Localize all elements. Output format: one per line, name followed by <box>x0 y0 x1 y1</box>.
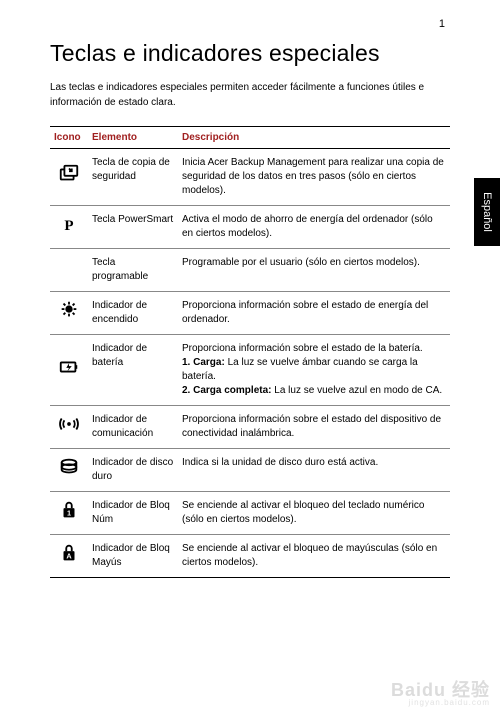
power-icon <box>50 292 88 335</box>
description-cell: Indica si la unidad de disco duro está a… <box>178 449 450 492</box>
element-cell: Indicador de batería <box>88 335 178 406</box>
watermark-sub: jingyan.baidu.com <box>391 699 490 707</box>
description-cell: Proporciona información sobre el estado … <box>178 292 450 335</box>
wifi-icon <box>50 406 88 449</box>
description-cell: Activa el modo de ahorro de energía del … <box>178 206 450 249</box>
description-cell: Se enciende al activar el bloqueo del te… <box>178 492 450 535</box>
element-cell: Tecla programable <box>88 249 178 292</box>
col-icon: Icono <box>50 127 88 149</box>
description-cell: Proporciona información sobre el estado … <box>178 335 450 406</box>
description-cell: Se enciende al activar el bloqueo de may… <box>178 535 450 578</box>
col-element: Elemento <box>88 127 178 149</box>
language-tab-label: Español <box>481 192 493 232</box>
battery-icon <box>50 335 88 406</box>
element-cell: Tecla de copia de seguridad <box>88 149 178 206</box>
watermark-main: Baidu 经验 <box>391 680 490 700</box>
language-tab: Español <box>474 178 500 246</box>
empty-icon <box>50 249 88 292</box>
col-desc: Descripción <box>178 127 450 149</box>
watermark: Baidu 经验 jingyan.baidu.com <box>391 681 490 707</box>
description-cell: Proporciona información sobre el estado … <box>178 406 450 449</box>
table-row: Tecla de copia de seguridadInicia Acer B… <box>50 149 450 206</box>
table-row: Indicador de comunicaciónProporciona inf… <box>50 406 450 449</box>
table-row: Indicador de bateríaProporciona informac… <box>50 335 450 406</box>
capslock-icon: A <box>50 535 88 578</box>
p-icon: P <box>50 206 88 249</box>
element-cell: Indicador de comunicación <box>88 406 178 449</box>
table-row: Tecla programableProgramable por el usua… <box>50 249 450 292</box>
svg-text:A: A <box>66 552 72 561</box>
numlock-icon: 1 <box>50 492 88 535</box>
svg-text:1: 1 <box>67 509 71 518</box>
backup-icon <box>50 149 88 206</box>
table-row: Indicador de disco duroIndica si la unid… <box>50 449 450 492</box>
page-number: 1 <box>439 18 445 30</box>
keys-table: Icono Elemento Descripción Tecla de copi… <box>50 126 450 578</box>
element-cell: Indicador de Bloq Núm <box>88 492 178 535</box>
table-row: 1 Indicador de Bloq NúmSe enciende al act… <box>50 492 450 535</box>
element-cell: Indicador de Bloq Mayús <box>88 535 178 578</box>
table-row: PTecla PowerSmartActiva el modo de ahorr… <box>50 206 450 249</box>
table-row: A Indicador de Bloq MayúsSe enciende al a… <box>50 535 450 578</box>
table-row: Indicador de encendidoProporciona inform… <box>50 292 450 335</box>
page-title: Teclas e indicadores especiales <box>50 40 450 67</box>
element-cell: Indicador de encendido <box>88 292 178 335</box>
hdd-icon <box>50 449 88 492</box>
description-cell: Inicia Acer Backup Management para reali… <box>178 149 450 206</box>
element-cell: Indicador de disco duro <box>88 449 178 492</box>
element-cell: Tecla PowerSmart <box>88 206 178 249</box>
description-cell: Programable por el usuario (sólo en cier… <box>178 249 450 292</box>
intro-text: Las teclas e indicadores especiales perm… <box>50 81 450 110</box>
